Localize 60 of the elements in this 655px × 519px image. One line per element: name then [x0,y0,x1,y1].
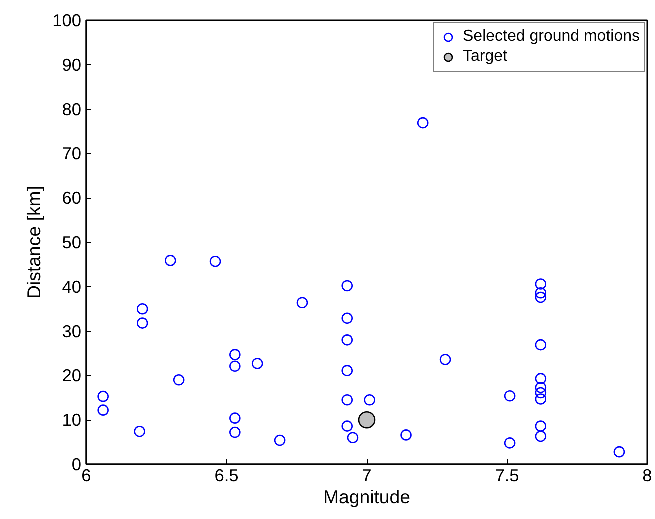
y-tick-label: 0 [72,454,82,474]
y-tick-label: 20 [62,366,82,386]
point [535,420,547,432]
point [230,426,241,438]
y-tick-label: 30 [62,321,82,342]
point [98,404,109,416]
y-axis-title: Distance [km] [24,186,45,299]
point [535,292,547,304]
point [504,438,516,449]
point [210,256,222,268]
point [252,358,264,370]
y-tick-label: 80 [62,99,82,120]
point [136,303,148,315]
x-tick-label: 7 [362,466,372,486]
point [417,117,429,129]
y-tick-label: 100 [52,10,82,30]
point [364,394,376,406]
point [358,411,376,429]
point [614,446,626,458]
point [274,434,286,446]
y-tick-label: 90 [62,54,82,75]
y-tick-label: 60 [62,188,82,208]
point [296,297,308,309]
x-tick-label: 7.5 [495,466,520,486]
point [535,373,547,384]
point [342,334,354,346]
point [535,394,547,405]
y-tick-label: 10 [62,410,82,430]
point [342,280,354,292]
legend-label: Target [463,48,508,66]
y-tick-label: 50 [62,232,82,252]
point [535,339,547,351]
point [165,255,176,266]
point [535,382,547,394]
point [347,432,359,444]
x-tick-label: 6 [82,466,92,486]
point [173,374,185,386]
x-axis-title: Magnitude [323,486,411,508]
point [535,287,547,299]
legend-label: Selected ground motions [463,28,640,46]
point [230,412,241,424]
point [400,430,412,441]
x-tick-label: 8 [642,466,652,486]
point [98,390,109,402]
x-tick-label: 6.5 [214,466,239,486]
point [504,390,516,402]
point [535,278,547,290]
point [230,360,241,372]
y-tick-label: 70 [62,144,82,164]
point [440,354,452,366]
point [136,318,148,329]
point [342,365,354,376]
point [230,349,241,360]
point [342,312,354,324]
point [134,426,146,438]
point [342,394,354,406]
point [535,430,547,442]
point [535,387,547,399]
y-tick-label: 40 [62,276,82,297]
point [342,420,354,432]
